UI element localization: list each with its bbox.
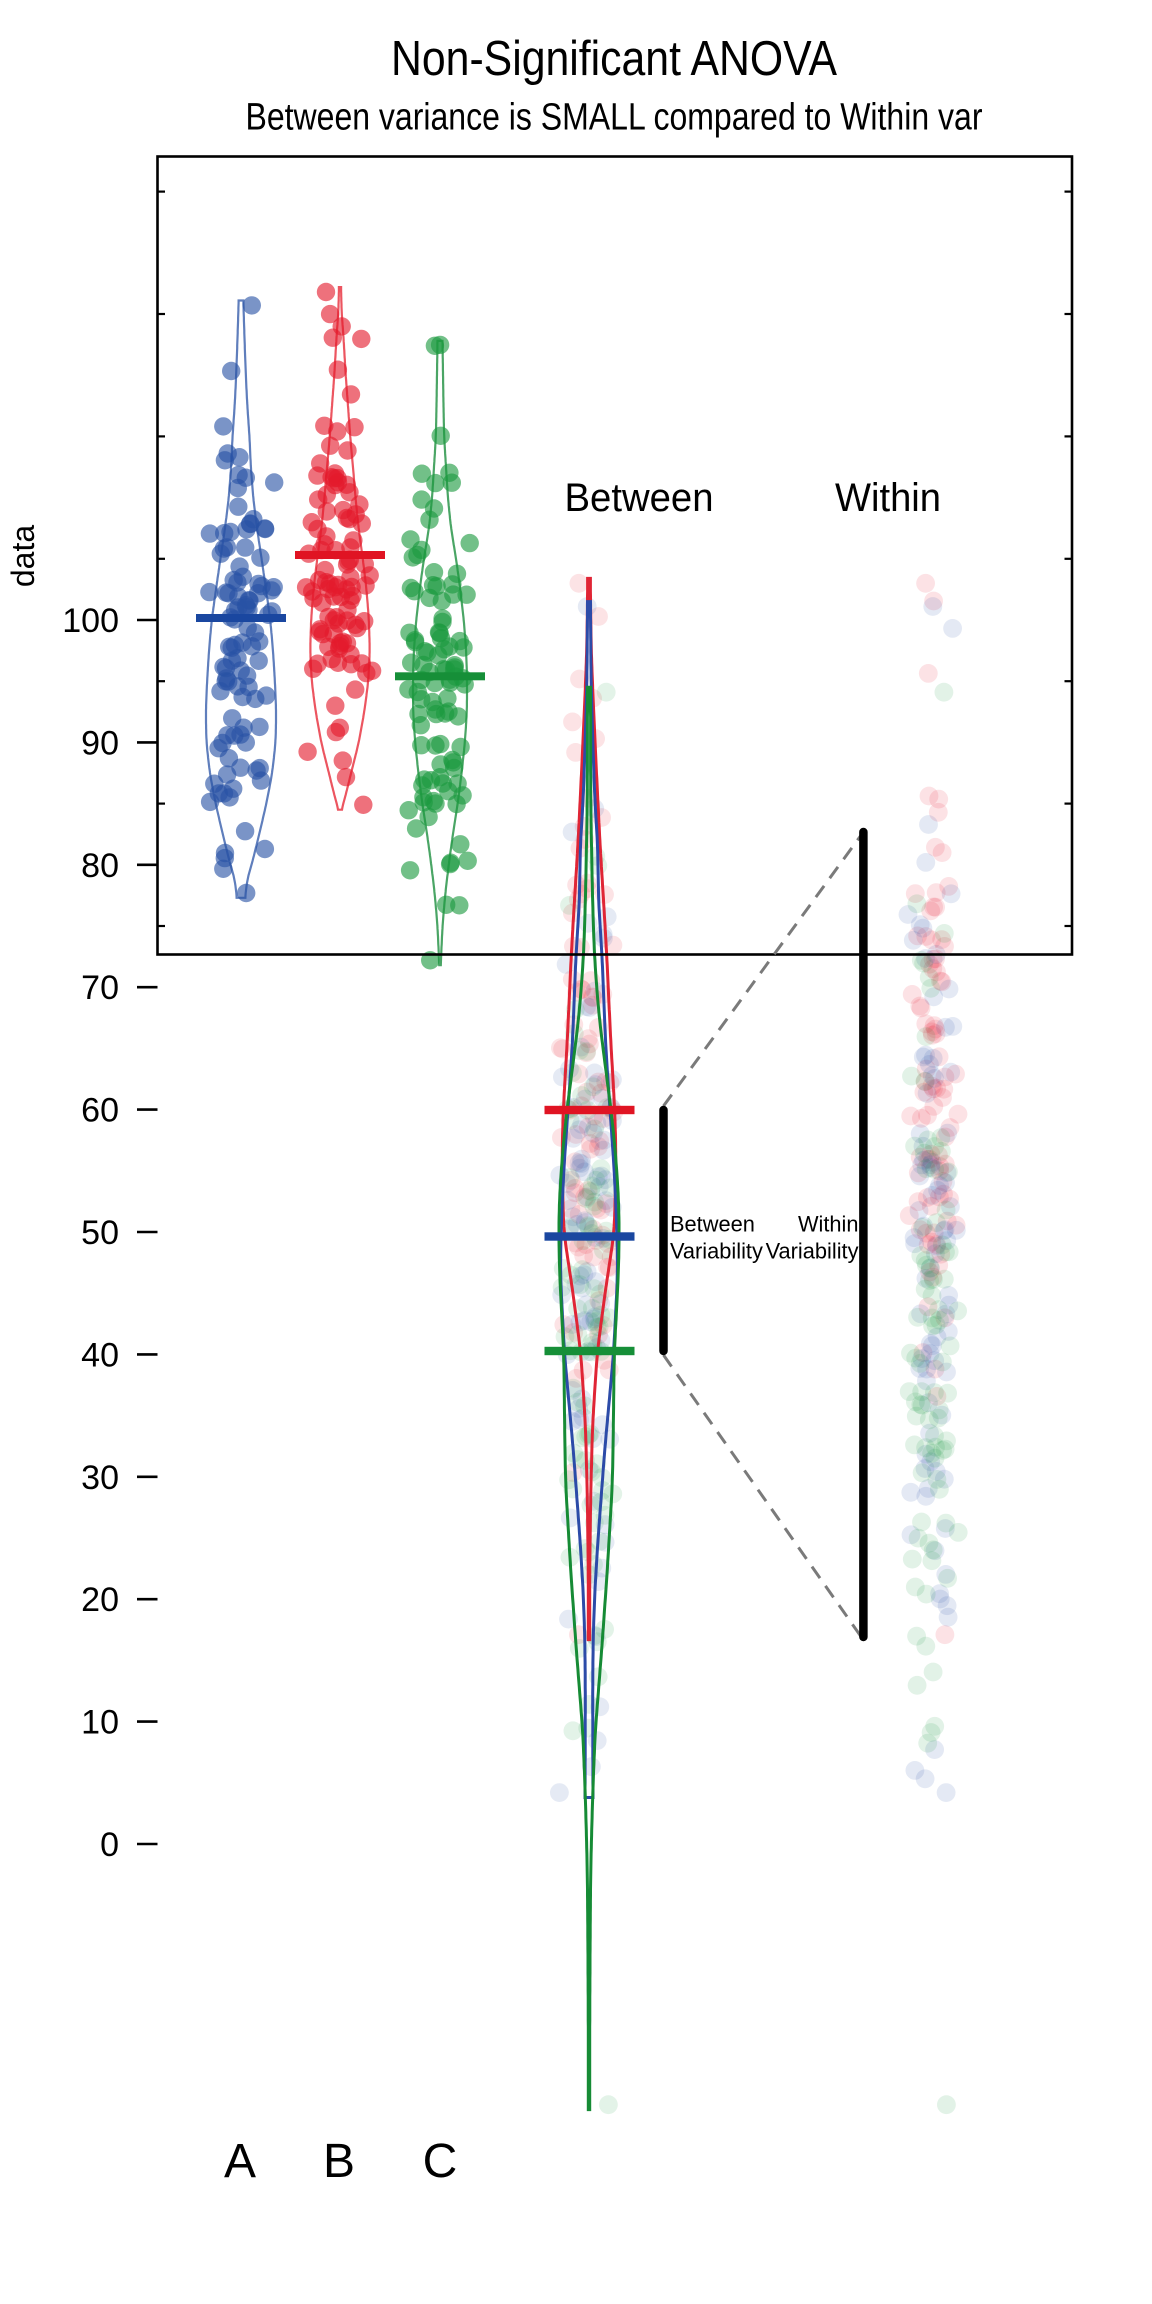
svg-text:20: 20 <box>81 1581 119 1619</box>
svg-text:40: 40 <box>81 1336 119 1374</box>
svg-text:Within: Within <box>798 1212 859 1237</box>
svg-text:Variability: Variability <box>670 1239 763 1264</box>
svg-text:C: C <box>423 2135 458 2188</box>
svg-text:Between: Between <box>670 1212 755 1237</box>
svg-text:B: B <box>323 2135 355 2188</box>
svg-text:Between variance is SMALL comp: Between variance is SMALL compared to Wi… <box>246 97 983 139</box>
svg-text:data: data <box>5 525 41 587</box>
svg-text:A: A <box>224 2135 256 2188</box>
svg-text:30: 30 <box>81 1459 119 1497</box>
svg-text:80: 80 <box>81 847 119 885</box>
svg-text:100: 100 <box>62 602 119 640</box>
svg-text:Non-Significant ANOVA: Non-Significant ANOVA <box>391 32 837 86</box>
svg-text:90: 90 <box>81 724 119 762</box>
svg-text:10: 10 <box>81 1704 119 1742</box>
svg-text:Within: Within <box>835 476 941 520</box>
svg-text:70: 70 <box>81 969 119 1007</box>
svg-text:60: 60 <box>81 1092 119 1130</box>
svg-text:Between: Between <box>565 476 714 520</box>
svg-text:50: 50 <box>81 1214 119 1252</box>
svg-text:0: 0 <box>100 1826 119 1864</box>
svg-text:Variability: Variability <box>766 1239 859 1264</box>
